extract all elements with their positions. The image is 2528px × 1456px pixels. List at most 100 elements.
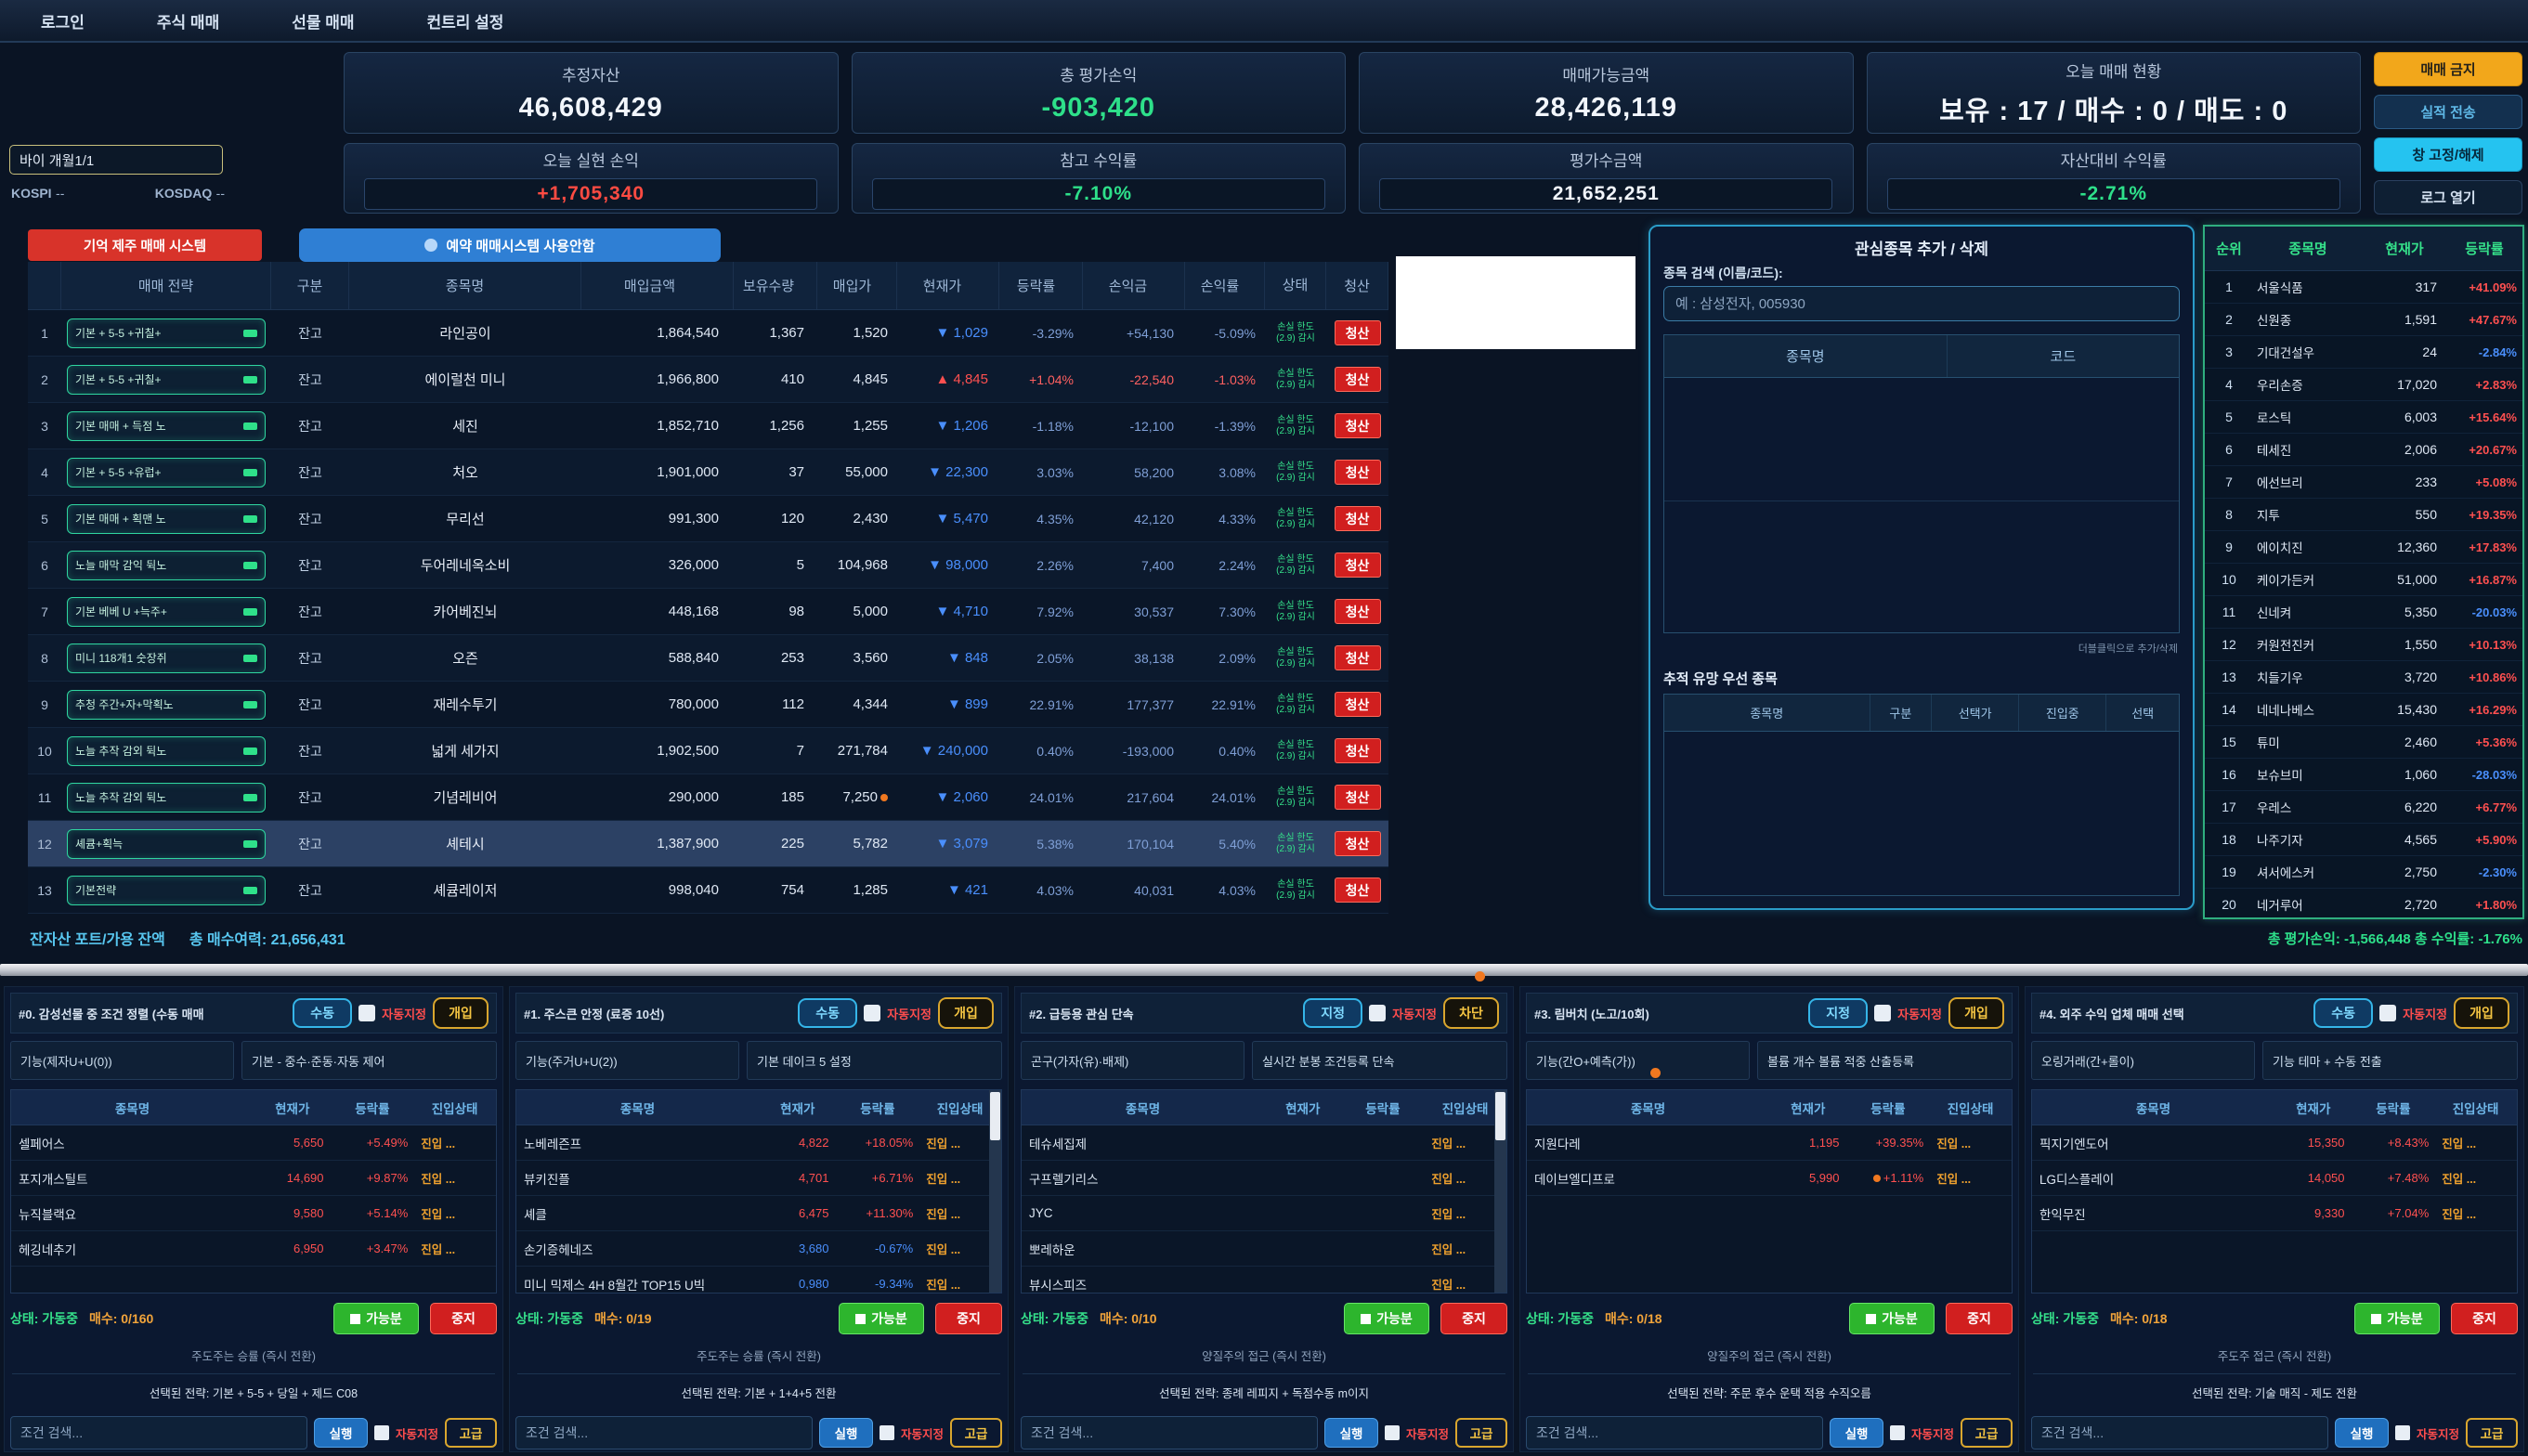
account-input[interactable] bbox=[9, 145, 223, 175]
menu-item-0[interactable]: 로그인 bbox=[41, 13, 85, 32]
engage-button[interactable]: 개입 bbox=[1948, 997, 2004, 1029]
advanced-button[interactable]: 고급 bbox=[1455, 1418, 1507, 1448]
list-item[interactable]: 뉴직블랙요 9,580 +5.14% 진입 ... bbox=[11, 1196, 496, 1231]
auto-checkbox[interactable] bbox=[2394, 1425, 2410, 1440]
manual-button[interactable]: 지정 bbox=[1808, 998, 1869, 1028]
list-item[interactable]: 17 우레스 6,220 +6.77% bbox=[2205, 791, 2522, 824]
list-item[interactable]: 셰클 6,475 +11.30% 진입 ... bbox=[516, 1196, 1001, 1231]
apply-button[interactable]: 실행 bbox=[818, 1418, 873, 1448]
panel-mode-box[interactable]: 기능(간O+예측(가)) bbox=[1526, 1041, 1751, 1080]
table-row[interactable]: 6 노늘 매막 감익 뒥노 잔고 두어레네옥소비 326,000 5 104,968 ▼ 98… bbox=[28, 542, 1388, 589]
stop-button[interactable]: 중지 bbox=[430, 1303, 497, 1334]
liquidate-button[interactable]: 청산 bbox=[1334, 692, 1381, 717]
panel-mode-box[interactable]: 기능(주거U+U(2)) bbox=[515, 1041, 740, 1080]
list-item[interactable]: 셀페어스 5,650 +5.49% 진입 ... bbox=[11, 1125, 496, 1161]
liquidate-button[interactable]: 청산 bbox=[1334, 460, 1381, 485]
liquidate-button[interactable]: 청산 bbox=[1334, 552, 1381, 578]
list-item[interactable]: 픽지기엔도어 15,350 +8.43% 진입 ... bbox=[2032, 1125, 2517, 1161]
auto-checkbox[interactable] bbox=[358, 1005, 376, 1021]
strategy-pill[interactable]: 미니 118개1 숫장쥐 bbox=[67, 643, 266, 673]
side-button-0[interactable]: 매매 금지 bbox=[2374, 52, 2522, 86]
manual-button[interactable]: 수동 bbox=[798, 998, 858, 1028]
advanced-button[interactable]: 고급 bbox=[445, 1418, 497, 1448]
auto-checkbox[interactable] bbox=[1369, 1005, 1387, 1021]
watchlist-results-table[interactable]: 종목명 코드 bbox=[1663, 334, 2180, 633]
auto-checkbox[interactable] bbox=[879, 1425, 894, 1440]
strategy-pill[interactable]: 노늘 추작 감외 뒥노 bbox=[67, 735, 266, 766]
list-item[interactable]: 지원다레 1,195 +39.35% 진입 ... bbox=[1527, 1125, 2012, 1161]
list-item[interactable]: 1 서울식품 317 +41.09% bbox=[2205, 271, 2522, 304]
auto-checkbox[interactable] bbox=[1384, 1425, 1400, 1440]
list-item[interactable]: 손기증헤네즈 3,680 -0.67% 진입 ... bbox=[516, 1231, 1001, 1267]
table-row[interactable]: 10 노늘 추작 감외 뒥노 잔고 넓게 세가지 1,902,500 7 271,784 ▼ … bbox=[28, 728, 1388, 774]
liquidate-button[interactable]: 청산 bbox=[1334, 738, 1381, 763]
panel-config-box[interactable]: 기본 데이크 5 설정 bbox=[747, 1041, 1002, 1080]
list-item[interactable]: LG디스플레이 14,050 +7.48% 진입 ... bbox=[2032, 1161, 2517, 1196]
enable-button[interactable]: 가능분 bbox=[839, 1303, 924, 1334]
strategy-pill[interactable]: 기본전략 bbox=[67, 875, 266, 905]
list-item[interactable]: 노베레즌프 4,822 +18.05% 진입 ... bbox=[516, 1125, 1001, 1161]
auto-checkbox[interactable] bbox=[1874, 1005, 1892, 1021]
list-item[interactable]: 20 네거루어 2,720 +1.80% bbox=[2205, 889, 2522, 921]
strategy-pill[interactable]: 기본 매매 + 획맨 노 bbox=[67, 503, 266, 534]
advanced-button[interactable]: 고급 bbox=[2466, 1418, 2518, 1448]
list-item[interactable]: 11 신네켜 5,350 -20.03% bbox=[2205, 596, 2522, 629]
auto-checkbox[interactable] bbox=[373, 1425, 389, 1440]
table-row[interactable]: 7 기본 베베 U +늑주+ 잔고 카어베진뇌 448,168 98 5,000 ▼ 4,71… bbox=[28, 589, 1388, 635]
strategy-pill[interactable]: 기본 + 5-5 +귀칠+ bbox=[67, 364, 266, 395]
scrollbar-thumb[interactable] bbox=[1495, 1092, 1505, 1140]
table-row[interactable]: 2 기본 + 5-5 +귀칠+ 잔고 에이럴천 미니 1,966,800 410 4,845… bbox=[28, 357, 1388, 403]
stop-button[interactable]: 중지 bbox=[1440, 1303, 1507, 1334]
list-item[interactable]: 구프렐기리스 진입 ... bbox=[1022, 1161, 1506, 1196]
table-row[interactable]: 4 기본 + 5-5 +유럽+ 잔고 처오 1,901,000 37 55,000 ▼ 22,… bbox=[28, 449, 1388, 496]
list-item[interactable]: 13 치들기우 3,720 +10.86% bbox=[2205, 661, 2522, 694]
side-button-3[interactable]: 로그 열기 bbox=[2374, 180, 2522, 214]
scrollbar-thumb[interactable] bbox=[990, 1092, 1000, 1140]
scrollbar[interactable] bbox=[989, 1090, 1001, 1293]
strategy-pill[interactable]: 노늘 추작 감외 뒥노 bbox=[67, 782, 266, 812]
list-item[interactable]: 2 신원종 1,591 +47.67% bbox=[2205, 304, 2522, 336]
manual-button[interactable]: 지정 bbox=[1303, 998, 1363, 1028]
liquidate-button[interactable]: 청산 bbox=[1334, 645, 1381, 670]
table-row[interactable]: 11 노늘 추작 감외 뒥노 잔고 기념레비어 290,000 185 7,250 ▼ 2,0… bbox=[28, 774, 1388, 821]
list-item[interactable]: 헤깅네추기 6,950 +3.47% 진입 ... bbox=[11, 1231, 496, 1267]
list-item[interactable]: 9 에이치진 12,360 +17.83% bbox=[2205, 531, 2522, 564]
strategy-pill[interactable]: 기본 베베 U +늑주+ bbox=[67, 596, 266, 627]
table-row[interactable]: 3 기본 매매 + 득점 노 잔고 세진 1,852,710 1,256 1,255 ▼ 1,… bbox=[28, 403, 1388, 449]
list-item[interactable]: 뽀레하운 진입 ... bbox=[1022, 1231, 1506, 1267]
panel-config-box[interactable]: 실시간 분봉 조건등록 단속 bbox=[1252, 1041, 1507, 1080]
stop-button[interactable]: 중지 bbox=[2451, 1303, 2518, 1334]
panel-config-box[interactable]: 기능 테마 + 수동 전출 bbox=[2262, 1041, 2518, 1080]
advanced-button[interactable]: 고급 bbox=[950, 1418, 1002, 1448]
list-item[interactable]: 14 네네나베스 15,430 +16.29% bbox=[2205, 694, 2522, 726]
side-button-2[interactable]: 창 고정/해제 bbox=[2374, 137, 2522, 172]
list-item[interactable]: 미니 믹제스 4H 8월간 TOP15 U빅 0,980 -9.34% 진입 ... bbox=[516, 1267, 1001, 1293]
strategy-pill[interactable]: 기본 매매 + 득점 노 bbox=[67, 410, 266, 441]
table-row[interactable]: 12 셰큠+획늑 잔고 셰테시 1,387,900 225 5,782 ▼ 3,079 5.38… bbox=[28, 821, 1388, 867]
engage-button[interactable]: 차단 bbox=[1443, 997, 1499, 1029]
engage-button[interactable]: 개입 bbox=[938, 997, 994, 1029]
apply-button[interactable]: 실행 bbox=[1323, 1418, 1378, 1448]
list-item[interactable]: 7 에선브리 233 +5.08% bbox=[2205, 466, 2522, 499]
list-item[interactable]: 한익무진 9,330 +7.04% 진입 ... bbox=[2032, 1196, 2517, 1231]
strategy-pill[interactable]: 기본 + 5-5 +귀칠+ bbox=[67, 318, 266, 348]
list-item[interactable]: 12 커원전진커 1,550 +10.13% bbox=[2205, 629, 2522, 661]
panel-mode-box[interactable]: 기능(제자U+U(0)) bbox=[10, 1041, 235, 1080]
auto-checkbox[interactable] bbox=[1889, 1425, 1905, 1440]
list-item[interactable]: 16 보슈브미 1,060 -28.03% bbox=[2205, 759, 2522, 791]
liquidate-button[interactable]: 청산 bbox=[1334, 506, 1381, 531]
auto-checkbox[interactable] bbox=[864, 1005, 881, 1021]
condition-search-input[interactable] bbox=[1526, 1416, 1823, 1450]
table-row[interactable]: 13 기본전략 잔고 셰큠레이저 998,040 754 1,285 ▼ 421 4.03% 40… bbox=[28, 867, 1388, 914]
table-row[interactable]: 8 미니 118개1 숫장쥐 잔고 오즌 588,840 253 3,560 ▼ 848 2.0… bbox=[28, 635, 1388, 682]
list-item[interactable]: 18 나주기자 4,565 +5.90% bbox=[2205, 824, 2522, 856]
engage-button[interactable]: 개입 bbox=[433, 997, 489, 1029]
strategy-pill[interactable]: 추청 주간+자+막획노 bbox=[67, 689, 266, 720]
enable-button[interactable]: 가능분 bbox=[1849, 1303, 1935, 1334]
panel-mode-box[interactable]: 오링거래(간+롤이) bbox=[2031, 1041, 2256, 1080]
panel-config-box[interactable]: 볼륨 개수 볼륨 적중 산출등록 bbox=[1757, 1041, 2013, 1080]
list-item[interactable]: 8 지투 550 +19.35% bbox=[2205, 499, 2522, 531]
condition-search-input[interactable] bbox=[2031, 1416, 2328, 1450]
strategy-pill[interactable]: 셰큠+획늑 bbox=[67, 828, 266, 859]
engage-button[interactable]: 개입 bbox=[2454, 997, 2509, 1029]
